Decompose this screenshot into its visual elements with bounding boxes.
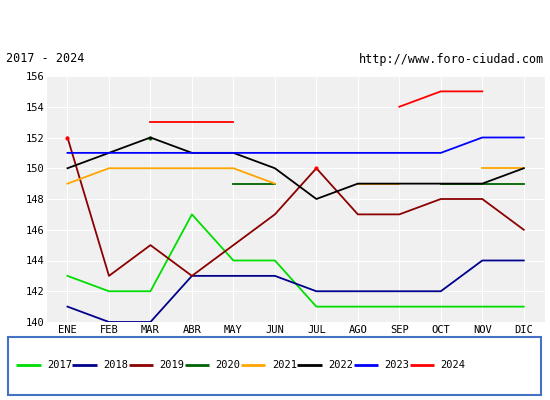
Text: 2024: 2024 [441, 360, 465, 370]
Text: http://www.foro-ciudad.com: http://www.foro-ciudad.com [359, 52, 544, 66]
Text: 2020: 2020 [216, 360, 241, 370]
Text: Evolucion num de emigrantes en Miranda del Castañar: Evolucion num de emigrantes en Miranda d… [73, 14, 477, 29]
Text: 2017: 2017 [47, 360, 72, 370]
Text: 2022: 2022 [328, 360, 353, 370]
FancyBboxPatch shape [8, 337, 541, 395]
Text: 2019: 2019 [160, 360, 184, 370]
Text: 2021: 2021 [272, 360, 297, 370]
Text: 2023: 2023 [384, 360, 409, 370]
Text: 2017 - 2024: 2017 - 2024 [6, 52, 84, 66]
Text: 2018: 2018 [103, 360, 128, 370]
